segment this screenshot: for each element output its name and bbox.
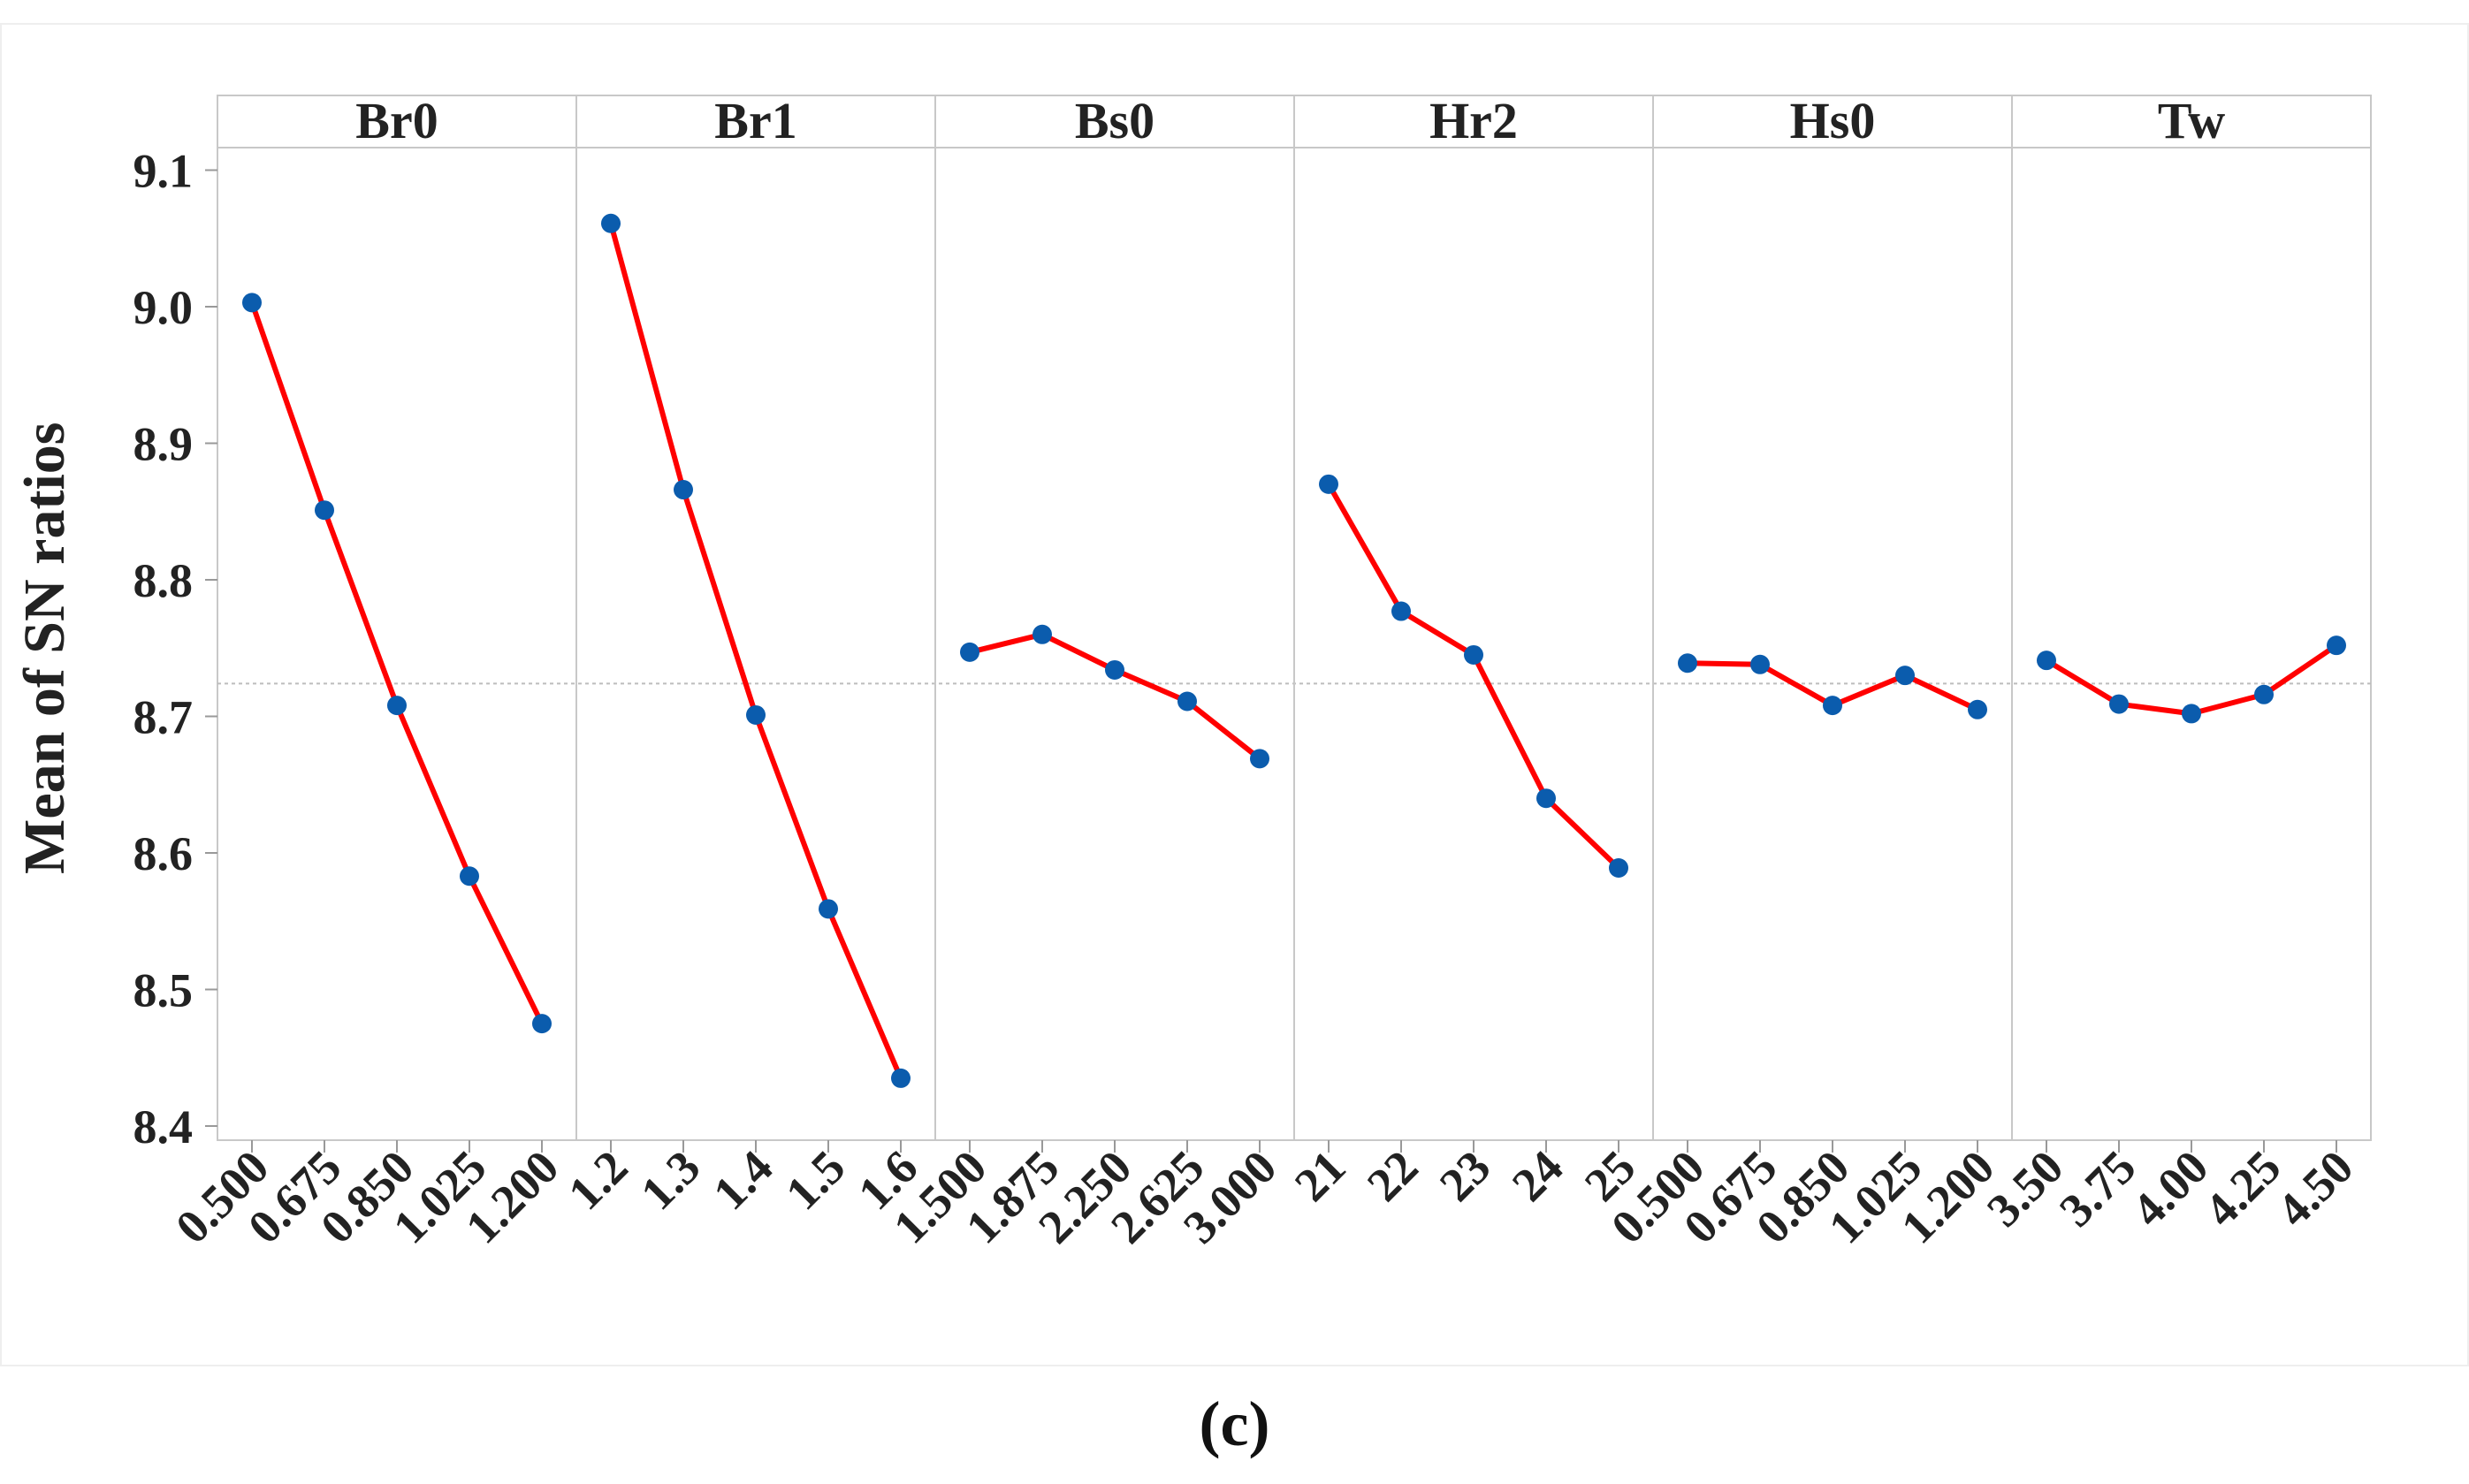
data-point: [1750, 654, 1770, 674]
data-point: [1033, 624, 1052, 644]
data-point: [1177, 691, 1197, 712]
y-tick-label: 9.1: [133, 145, 194, 198]
data-point: [674, 480, 693, 500]
data-point: [1464, 644, 1483, 665]
panel-title: Tw: [2158, 92, 2225, 149]
data-point: [460, 866, 479, 887]
data-point: [2109, 694, 2129, 714]
data-point: [1609, 857, 1628, 878]
y-tick-label: 8.6: [133, 827, 194, 880]
data-point: [891, 1068, 911, 1088]
data-point: [2327, 635, 2346, 656]
figure-caption: (c): [1199, 1389, 1270, 1459]
data-point: [746, 704, 766, 725]
data-point: [601, 213, 621, 233]
y-tick-label: 8.7: [133, 691, 194, 744]
data-point: [819, 899, 838, 919]
figure-border: [0, 23, 2469, 1366]
data-point: [960, 642, 979, 662]
data-point: [2037, 651, 2056, 671]
data-point: [242, 293, 262, 313]
y-tick-label: 9.0: [133, 281, 194, 334]
y-tick-label: 8.4: [133, 1100, 194, 1153]
data-point: [2182, 704, 2201, 724]
data-point: [1250, 749, 1269, 769]
data-point: [532, 1014, 552, 1034]
y-axis-label: Mean of SN ratios: [12, 422, 77, 874]
data-point: [387, 696, 407, 716]
panel-title: Bs0: [1075, 92, 1154, 149]
y-tick-label: 8.9: [133, 418, 194, 471]
data-point: [1391, 601, 1411, 621]
panel-title: Br0: [355, 92, 438, 149]
panel-title: Br1: [714, 92, 796, 149]
data-point: [1319, 474, 1338, 494]
y-tick-label: 8.8: [133, 554, 194, 607]
data-point: [315, 500, 334, 521]
data-point: [1536, 788, 1556, 809]
data-point: [1678, 653, 1697, 674]
data-point: [2254, 684, 2274, 704]
data-point: [1895, 666, 1915, 686]
panel-title: Hr2: [1429, 92, 1518, 149]
data-point: [1823, 696, 1842, 716]
data-point: [1968, 699, 1987, 719]
panel-title: Hs0: [1790, 92, 1876, 149]
y-tick-label: 8.5: [133, 964, 194, 1017]
data-point: [1105, 659, 1124, 680]
